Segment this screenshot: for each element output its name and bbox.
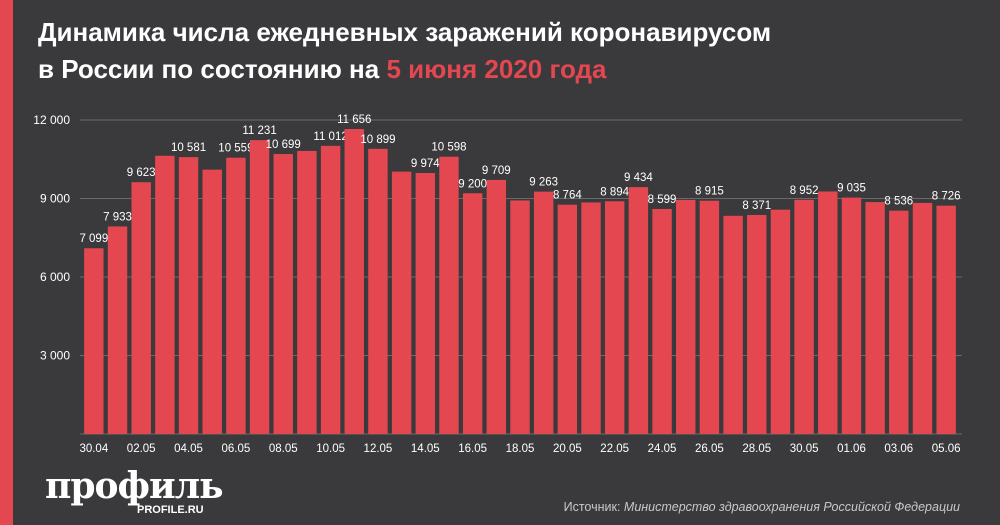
source-label: Источник: bbox=[563, 500, 624, 514]
x-tick-label: 12.05 bbox=[364, 443, 393, 455]
bar-value-label: 8 599 bbox=[648, 194, 677, 206]
bar-value-label: 7 933 bbox=[103, 211, 132, 223]
source-note: Источник: Министерство здравоохранения Р… bbox=[564, 500, 960, 514]
y-tick-label: 12 000 bbox=[33, 113, 70, 127]
bar-value-label: 10 899 bbox=[360, 134, 395, 146]
x-tick-label: 08.05 bbox=[269, 443, 298, 455]
bar-value-label: 7 099 bbox=[79, 233, 108, 245]
bar bbox=[486, 179, 507, 434]
bar-value-label: 8 952 bbox=[790, 185, 819, 197]
x-tick-label: 22.05 bbox=[600, 443, 629, 455]
bar bbox=[297, 150, 317, 434]
bar-value-label: 8 894 bbox=[600, 186, 629, 198]
x-tick-label: 02.05 bbox=[127, 443, 156, 455]
bar bbox=[273, 154, 293, 434]
bar bbox=[912, 202, 933, 434]
x-tick-label: 16.05 bbox=[458, 443, 487, 455]
x-tick-label: 03.06 bbox=[884, 443, 913, 455]
bar bbox=[155, 155, 175, 434]
bar-value-label: 9 263 bbox=[529, 177, 558, 189]
bar bbox=[344, 129, 364, 434]
bar-value-label: 9 974 bbox=[411, 158, 440, 170]
x-tick-label: 20.05 bbox=[553, 443, 582, 455]
x-tick-label: 18.05 bbox=[506, 443, 535, 455]
profile-logo-url: PROFILE.RU bbox=[137, 504, 204, 516]
x-tick-label: 04.05 bbox=[174, 443, 203, 455]
bar bbox=[415, 173, 436, 434]
x-tick-label: 01.06 bbox=[837, 443, 866, 455]
bar bbox=[439, 156, 459, 434]
x-tick-label: 30.04 bbox=[79, 443, 108, 455]
bar bbox=[178, 157, 199, 434]
bar bbox=[462, 193, 483, 434]
title-line-2: в России по состоянию на 5 июня 2020 год… bbox=[38, 51, 978, 88]
bar-value-label: 9 434 bbox=[624, 172, 653, 184]
bar bbox=[202, 169, 222, 434]
bar bbox=[628, 187, 649, 434]
bar-value-label: 10 598 bbox=[431, 142, 466, 154]
bar bbox=[107, 226, 128, 434]
bar-value-label: 9 200 bbox=[458, 178, 487, 190]
bar bbox=[889, 210, 909, 434]
bar bbox=[131, 182, 151, 434]
bar bbox=[368, 148, 388, 434]
bar-value-label: 11 656 bbox=[337, 114, 371, 126]
x-tick-label: 30.05 bbox=[790, 443, 819, 455]
bar bbox=[652, 208, 672, 434]
title-date-highlight: 5 июня 2020 года bbox=[386, 54, 607, 84]
bar-value-label: 11 231 bbox=[242, 125, 276, 137]
bar-value-label: 8 915 bbox=[695, 186, 724, 198]
x-tick-label: 26.05 bbox=[695, 443, 724, 455]
x-tick-label: 10.05 bbox=[316, 443, 345, 455]
bar-value-label: 10 581 bbox=[171, 142, 206, 154]
bar bbox=[747, 214, 767, 434]
x-tick-label: 28.05 bbox=[742, 443, 771, 455]
bar-value-label: 11 012 bbox=[313, 131, 347, 143]
bar bbox=[770, 209, 791, 434]
bar-value-label: 9 623 bbox=[127, 167, 156, 179]
bar-value-label: 9 709 bbox=[482, 165, 511, 177]
source-value: Министерство здравоохранения Российской … bbox=[623, 500, 960, 514]
bar bbox=[510, 200, 530, 434]
title-line-2-prefix: в России по состоянию на bbox=[38, 54, 387, 84]
bar-value-label: 10 699 bbox=[266, 139, 301, 151]
bar bbox=[533, 191, 554, 434]
bar bbox=[794, 199, 814, 434]
bar bbox=[391, 171, 412, 435]
bar bbox=[723, 215, 743, 434]
bar bbox=[249, 140, 270, 434]
x-tick-label: 06.05 bbox=[222, 443, 251, 455]
bar bbox=[84, 248, 104, 434]
bar bbox=[841, 197, 862, 434]
bar bbox=[818, 191, 838, 434]
bar bbox=[699, 200, 720, 434]
bar bbox=[320, 145, 341, 434]
bar-value-label: 10 559 bbox=[218, 143, 253, 155]
bar bbox=[226, 157, 246, 434]
y-tick-label: 3 000 bbox=[40, 349, 70, 363]
bar-value-label: 8 536 bbox=[884, 196, 913, 208]
bar bbox=[557, 204, 578, 434]
accent-stripe bbox=[0, 0, 13, 525]
bar-value-label: 8 764 bbox=[553, 190, 582, 202]
bar-value-label: 8 726 bbox=[932, 191, 961, 203]
bar bbox=[865, 202, 885, 434]
y-tick-label: 6 000 bbox=[40, 270, 70, 284]
bar bbox=[581, 202, 601, 434]
bar bbox=[936, 205, 956, 434]
bar bbox=[676, 199, 696, 434]
bar bbox=[604, 201, 625, 434]
y-tick-label: 9 000 bbox=[40, 192, 70, 206]
profile-logo: профиль bbox=[45, 465, 224, 507]
bar-value-label: 8 371 bbox=[742, 200, 771, 212]
title-line-1: Динамика числа ежедневных заражений коро… bbox=[38, 17, 772, 47]
x-tick-label: 14.05 bbox=[411, 443, 440, 455]
x-tick-label: 05.06 bbox=[932, 443, 961, 455]
bar-value-label: 9 035 bbox=[837, 183, 866, 195]
x-tick-label: 24.05 bbox=[648, 443, 677, 455]
chart-title: Динамика числа ежедневных заражений коро… bbox=[38, 14, 978, 88]
